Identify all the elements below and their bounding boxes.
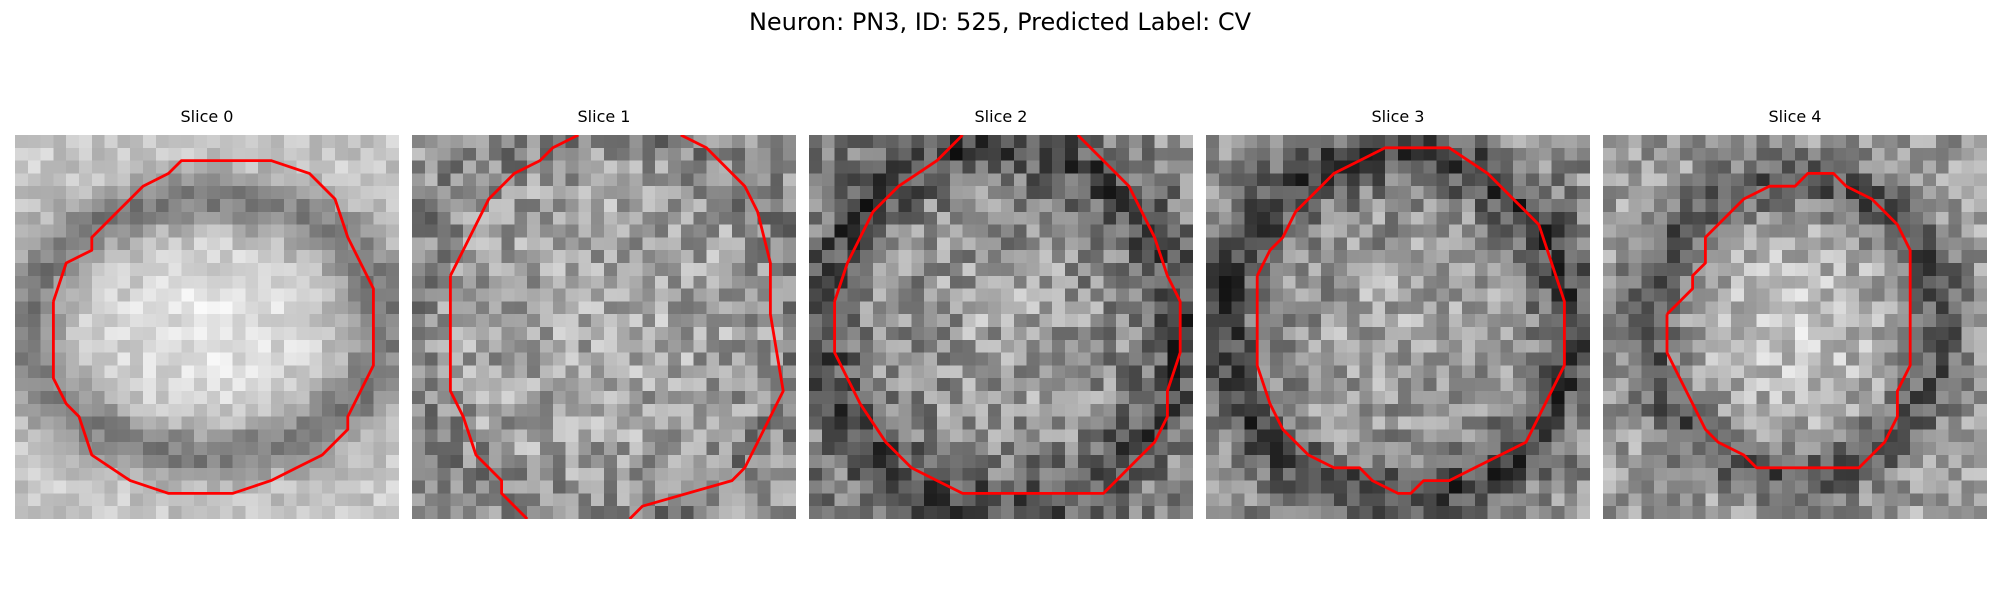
slice-image-4 (1603, 135, 1987, 519)
segmentation-contour (628, 135, 785, 519)
pixel-grid (1603, 135, 1987, 519)
slice-panel-2: Slice 2 (809, 107, 1193, 519)
pixel-grid (15, 135, 399, 519)
segmentation-contour (448, 275, 529, 519)
pixel-grid (809, 135, 1193, 519)
segmentation-contour (833, 135, 1182, 495)
slice-panel-1: Slice 1 (412, 107, 796, 519)
segmentation-contour (1665, 171, 1912, 470)
segmentation-contour (833, 135, 964, 302)
slice-panel-0: Slice 0 (15, 107, 399, 519)
slice-image-3 (1206, 135, 1590, 519)
segmentation-contour (449, 135, 580, 277)
slice-image-1 (412, 135, 796, 519)
figure-title: Neuron: PN3, ID: 525, Predicted Label: C… (748, 8, 1252, 36)
slice-title: Slice 4 (1768, 107, 1822, 126)
pixel-grid (1206, 135, 1590, 519)
pixel-grid (412, 135, 796, 519)
slice-panel-4: Slice 4 (1603, 107, 1987, 519)
slice-title: Slice 0 (180, 107, 234, 126)
slice-title: Slice 3 (1371, 107, 1425, 126)
segmentation-contour (51, 159, 375, 495)
segmentation-contour (1255, 146, 1566, 495)
slice-image-0 (15, 135, 399, 519)
slice-panel-3: Slice 3 (1206, 107, 1590, 519)
slice-title: Slice 1 (577, 107, 631, 126)
slice-image-2 (809, 135, 1193, 519)
slice-title: Slice 2 (974, 107, 1028, 126)
